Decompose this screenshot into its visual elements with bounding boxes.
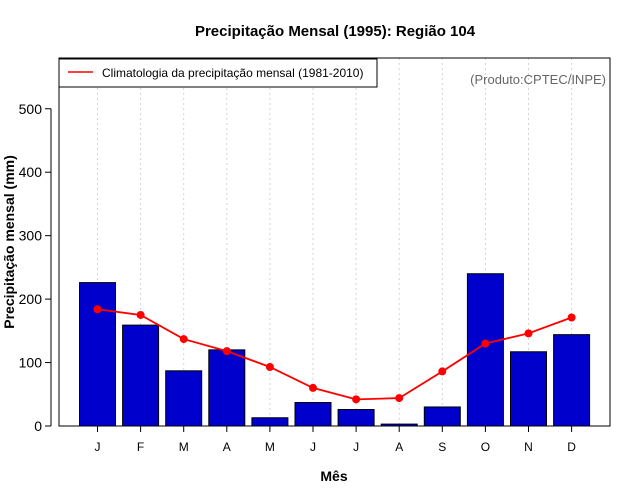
x-tick-label: J bbox=[95, 440, 101, 454]
x-tick-label: A bbox=[395, 440, 403, 454]
climatology-point-7 bbox=[395, 394, 404, 403]
climatology-point-1 bbox=[136, 310, 145, 319]
chart-title: Precipitação Mensal (1995): Região 104 bbox=[195, 23, 476, 40]
climatology-point-0 bbox=[93, 305, 102, 314]
x-axis-label: Mês bbox=[320, 468, 347, 484]
climatology-point-5 bbox=[309, 383, 317, 392]
y-tick-label: 500 bbox=[19, 101, 43, 117]
climatology-line-layer bbox=[93, 305, 576, 404]
x-tick-label: J bbox=[353, 440, 359, 454]
x-tick-label: N bbox=[524, 440, 533, 454]
bar-6 bbox=[337, 409, 375, 427]
bar-8 bbox=[423, 406, 461, 427]
x-tick-label: M bbox=[179, 440, 189, 454]
bar-11 bbox=[553, 334, 591, 427]
x-tick-label: F bbox=[137, 440, 144, 454]
y-tick-label: 200 bbox=[19, 291, 43, 307]
climatology-line bbox=[97, 308, 572, 401]
climatology-point-3 bbox=[222, 347, 231, 356]
climatology-point-6 bbox=[352, 395, 361, 404]
bar-0 bbox=[79, 282, 116, 427]
x-tick-label: S bbox=[438, 440, 446, 454]
y-axis-label: Precipitação mensal (mm) bbox=[1, 155, 17, 329]
legend: Climatologia da precipitação mensal (198… bbox=[58, 58, 378, 88]
climatology-point-2 bbox=[179, 335, 188, 344]
y-tick-label: 300 bbox=[19, 228, 43, 244]
x-tick-label: A bbox=[223, 440, 231, 454]
x-tick-label: J bbox=[310, 440, 316, 454]
source-note: (Produto:CPTEC/INPE) bbox=[470, 72, 606, 87]
bar-3 bbox=[208, 349, 246, 427]
legend-box bbox=[58, 58, 378, 88]
y-tick-label: 100 bbox=[19, 355, 43, 371]
climatology-point-9 bbox=[481, 339, 490, 348]
climatology-point-4 bbox=[265, 362, 274, 371]
bar-5 bbox=[294, 402, 332, 427]
climatology-point-11 bbox=[567, 313, 576, 322]
y-tick-label: 400 bbox=[19, 164, 43, 180]
bar-10 bbox=[510, 351, 547, 427]
bar-9 bbox=[466, 273, 504, 427]
x-tick-label: O bbox=[481, 440, 490, 454]
climatology-point-10 bbox=[524, 329, 533, 338]
y-axis: 0 100 200 300 400 500 bbox=[19, 101, 52, 434]
plot-frame bbox=[58, 57, 611, 427]
bar-4 bbox=[251, 417, 289, 427]
bars-layer bbox=[79, 273, 591, 427]
climatology-point-8 bbox=[438, 367, 447, 376]
bar-1 bbox=[122, 324, 160, 427]
x-tick-label: M bbox=[265, 440, 275, 454]
y-tick-label: 0 bbox=[34, 418, 42, 434]
x-tick-label: D bbox=[567, 440, 576, 454]
bar-2 bbox=[165, 370, 203, 427]
legend-entry-climatology: Climatologia da precipitação mensal (198… bbox=[102, 66, 363, 80]
